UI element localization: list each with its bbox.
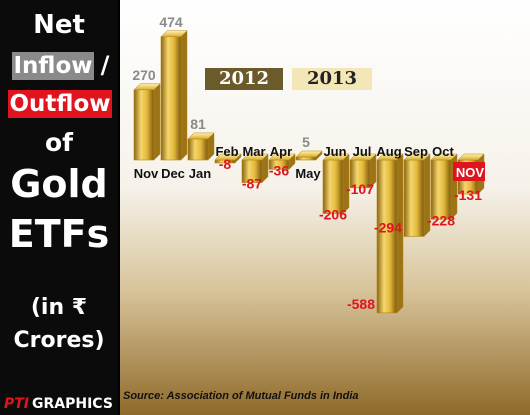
bar-side-10 <box>423 153 431 238</box>
value-label-8: -107 <box>346 181 374 197</box>
unit-line-2: Crores) <box>13 328 105 353</box>
title-etfs: ETFs <box>8 212 110 256</box>
value-label-6: 5 <box>302 134 310 150</box>
value-label-5: -36 <box>269 162 289 178</box>
source-note: Source: Association of Mutual Funds in I… <box>123 390 359 402</box>
value-label-0: 270 <box>132 67 156 83</box>
value-label-3: -8 <box>219 156 232 172</box>
graphics-logo-text: GRAPHICS <box>32 396 113 412</box>
value-label-9: -588 <box>347 296 375 312</box>
bar-may-6 <box>295 156 317 161</box>
bar-side-1 <box>180 30 188 161</box>
value-label-12: -131 <box>454 187 482 203</box>
bar-oct-11 <box>430 159 452 220</box>
chart-marks: Nov 270 Dec 474 Jan 81 Feb-8 Mar -87 Apr -36 May 5 Ju… <box>132 14 485 314</box>
category-label-5: Apr <box>270 144 292 159</box>
bar-side-6 <box>315 150 323 161</box>
highlight-badge <box>453 162 485 181</box>
title-of: of <box>44 128 74 157</box>
category-label-2: Jan <box>189 166 211 181</box>
unit-line-1: (in ₹ <box>30 295 88 320</box>
bar-side-5 <box>288 153 296 170</box>
category-label-3: Feb <box>215 144 238 159</box>
category-label-12: NOV <box>456 165 485 180</box>
category-label-7: Jun <box>323 144 346 159</box>
value-label-4: -87 <box>242 176 262 192</box>
value-label-7: -206 <box>319 207 347 223</box>
value-label-1: 474 <box>159 14 183 30</box>
bar-sep-10 <box>403 159 425 237</box>
bar-side-7 <box>342 153 350 215</box>
year-label-2012: 2012 <box>205 68 283 90</box>
category-label-9: Aug <box>376 144 401 159</box>
value-label-2: 81 <box>190 116 206 132</box>
bar-jan-2 <box>187 138 209 161</box>
title-slash: / <box>100 51 110 79</box>
bar-nov-0 <box>133 89 155 161</box>
chart-panel: Nov 270 Dec 474 Jan 81 Feb -8 Mar -87 Apr -36 May 5 Ju… <box>120 0 530 415</box>
year-label-2013: 2013 <box>292 68 372 90</box>
category-label-1: Dec <box>161 166 185 181</box>
bar-aug-9 <box>376 159 398 314</box>
pti-graphics-logo: PTI GRAPHICS <box>2 396 120 415</box>
bar-dec-1 <box>160 36 182 161</box>
bar-side-3 <box>234 153 242 164</box>
title-gold: Gold <box>10 162 108 206</box>
value-label-11: -228 <box>427 212 455 228</box>
title-inflow: Inflow <box>12 52 94 80</box>
bar-side-2 <box>207 132 215 161</box>
gold-etf-chart: Nov 270 Dec 474 Jan 81 Feb-8 Mar -87 Apr -36 May 5 Ju… <box>120 0 530 415</box>
category-label-4: Mar <box>242 144 265 159</box>
category-label-11: Oct <box>432 144 454 159</box>
category-label-0: Nov <box>134 166 159 181</box>
bar-side-4 <box>261 153 269 184</box>
bar-side-8 <box>369 153 377 189</box>
bar-side-0 <box>153 83 161 161</box>
title-outflow: Outflow <box>8 90 112 118</box>
title-net: Net <box>33 10 85 40</box>
title-panel: Net Inflow / Outflow of Gold ETFs (in ₹ … <box>0 0 118 415</box>
category-label-6: May <box>295 166 321 181</box>
value-label-10: -294 <box>374 219 402 235</box>
bar-side-9 <box>396 153 404 314</box>
pti-logo-text: PTI <box>4 396 30 412</box>
bar-jun-7 <box>322 159 344 214</box>
category-label-8: Jul <box>353 144 372 159</box>
category-label-10: Sep <box>404 144 428 159</box>
